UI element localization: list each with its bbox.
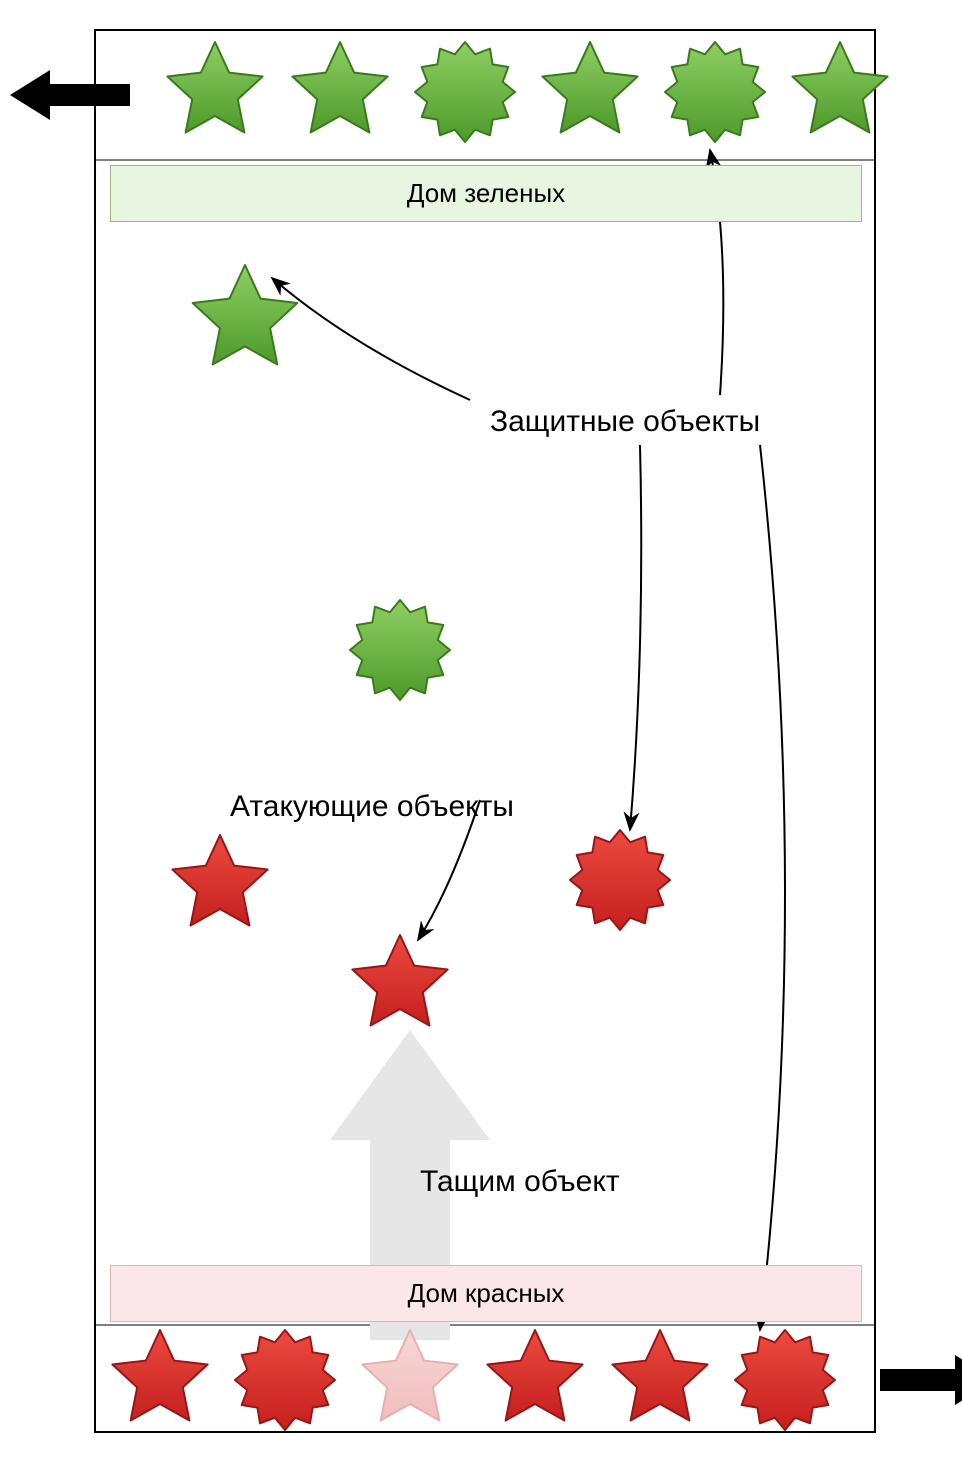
star-icon: [362, 1330, 457, 1421]
star-icon: [792, 42, 887, 133]
burst-icon: [570, 830, 670, 930]
home-zone-green: Дом зеленых: [110, 165, 862, 222]
callout-arrow-icon: [760, 445, 785, 1330]
burst-icon: [665, 42, 765, 142]
star-icon: [167, 42, 262, 133]
star-icon: [542, 42, 637, 133]
star-icon: [612, 1330, 707, 1421]
burst-icon: [350, 600, 450, 700]
burst-icon: [415, 42, 515, 142]
label-defensive: Защитные объекты: [490, 405, 760, 439]
star-icon: [193, 265, 298, 365]
burst-icon: [235, 1330, 335, 1430]
home-zone-red-label: Дом красных: [408, 1278, 565, 1309]
star-icon: [352, 935, 447, 1026]
star-icon: [487, 1330, 582, 1421]
arrow-right-icon: [880, 1355, 962, 1405]
callout-arrow-icon: [272, 278, 470, 400]
star-icon: [112, 1330, 207, 1421]
star-icon: [172, 835, 267, 926]
diagram-root: Дом зеленых Дом красных Защитные объекты…: [0, 0, 962, 1482]
star-icon: [292, 42, 387, 133]
callout-arrow-icon: [630, 445, 641, 830]
home-zone-red: Дом красных: [110, 1265, 862, 1322]
label-drag: Тащим объект: [420, 1165, 620, 1199]
svg-layer: [0, 0, 962, 1482]
burst-icon: [735, 1330, 835, 1430]
label-attacking: Атакующие объекты: [230, 790, 514, 824]
arrow-left-icon: [10, 70, 130, 120]
home-zone-green-label: Дом зеленых: [407, 178, 565, 209]
